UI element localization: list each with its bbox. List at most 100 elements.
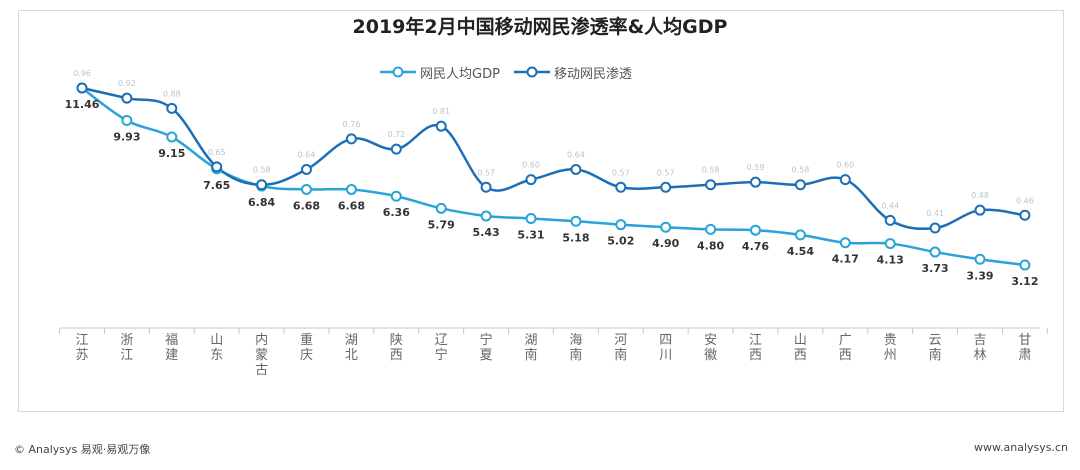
data-point-gdp <box>1019 259 1031 271</box>
x-tick-label: 湖北 <box>345 333 358 363</box>
data-point-gdp <box>345 183 357 195</box>
data-point-gdp <box>839 237 851 249</box>
data-point-gdp <box>525 213 537 225</box>
x-tick-label: 重庆 <box>300 332 313 363</box>
data-label-penetration: 0.65 <box>208 148 226 157</box>
data-point-gdp <box>166 131 178 143</box>
data-label-gdp: 4.90 <box>652 237 679 250</box>
x-tick-label: 陕西 <box>390 333 403 363</box>
x-tick-label: 云南 <box>929 333 942 363</box>
series-line-gdp <box>81 86 1026 267</box>
x-tick-label: 湖南 <box>524 333 537 363</box>
data-point-gdp <box>570 215 582 227</box>
data-label-penetration: 0.81 <box>432 107 450 116</box>
data-point-gdp <box>974 253 986 265</box>
data-label-gdp: 5.31 <box>517 229 544 242</box>
data-label-gdp: 4.54 <box>787 245 814 258</box>
x-tick-label: 福建 <box>165 333 178 363</box>
data-label-gdp: 4.17 <box>832 253 859 266</box>
legend-item-penetration: 移动网民渗透 <box>513 63 632 82</box>
data-point-penetration <box>839 174 851 186</box>
data-label-penetration: 0.60 <box>836 161 854 170</box>
data-point-penetration <box>929 222 941 234</box>
data-label-gdp: 9.15 <box>158 147 185 160</box>
data-label-gdp: 7.65 <box>203 179 230 192</box>
data-label-penetration: 0.57 <box>612 168 630 177</box>
data-label-gdp: 11.46 <box>65 98 100 111</box>
data-label-penetration: 0.88 <box>163 89 181 98</box>
legend-marker-gdp <box>380 66 416 78</box>
data-point-penetration <box>301 163 312 175</box>
data-point-gdp <box>794 229 806 241</box>
data-label-gdp: 5.79 <box>428 218 455 231</box>
x-tick-label: 江西 <box>749 333 762 363</box>
data-point-gdp <box>390 190 402 202</box>
data-point-gdp <box>750 224 761 236</box>
x-tick-label: 山西 <box>794 333 807 363</box>
data-point-gdp <box>435 202 447 214</box>
data-label-penetration: 0.72 <box>387 130 405 139</box>
data-label-penetration: 0.58 <box>791 166 809 175</box>
data-point-gdp <box>660 221 672 233</box>
data-label-penetration: 0.57 <box>657 168 675 177</box>
data-label-gdp: 5.43 <box>473 226 500 239</box>
data-label-gdp: 3.73 <box>922 262 949 275</box>
x-tick-label: 海南 <box>569 333 582 363</box>
x-tick-label: 甘肃 <box>1018 333 1031 363</box>
data-point-penetration <box>211 161 223 173</box>
data-point-penetration <box>750 176 761 188</box>
data-label-penetration: 0.58 <box>253 166 271 175</box>
data-point-gdp <box>615 219 627 231</box>
x-tick-label: 贵州 <box>884 333 897 363</box>
data-point-gdp <box>705 223 717 235</box>
x-tick-label: 江苏 <box>75 333 88 363</box>
data-label-penetration: 0.60 <box>522 161 540 170</box>
data-point-gdp <box>121 114 133 126</box>
legend-marker-penetration <box>513 66 550 78</box>
data-point-penetration <box>435 120 447 132</box>
data-point-penetration <box>525 174 537 186</box>
data-label-penetration: 0.48 <box>971 191 989 200</box>
data-label-penetration: 0.57 <box>477 168 495 177</box>
data-point-penetration <box>256 179 268 191</box>
data-label-gdp: 6.84 <box>248 196 275 209</box>
x-tick-label: 河南 <box>614 333 627 363</box>
data-point-penetration <box>166 102 178 114</box>
legend-label-gdp: 网民人均GDP <box>420 66 500 82</box>
chart-title: 2019年2月中国移动网民渗透率&人均GDP <box>352 16 728 38</box>
data-label-gdp: 3.12 <box>1011 275 1038 288</box>
data-point-penetration <box>76 82 88 94</box>
chart-frame <box>18 10 1064 412</box>
data-label-gdp: 3.39 <box>966 269 993 282</box>
x-tick-label: 浙江 <box>120 333 133 363</box>
footer-copyright: © Analysys 易观·易观万像 <box>14 443 151 456</box>
data-point-penetration <box>615 181 627 193</box>
data-point-penetration <box>1019 209 1031 221</box>
x-tick-label: 四川 <box>659 333 672 363</box>
data-label-penetration: 0.96 <box>73 69 91 78</box>
data-label-penetration: 0.44 <box>881 201 899 210</box>
data-point-penetration <box>974 204 986 216</box>
data-point-penetration <box>794 179 806 191</box>
data-point-gdp <box>480 210 492 222</box>
data-label-penetration: 0.41 <box>926 209 944 218</box>
x-tick-label: 吉林 <box>973 333 986 363</box>
data-label-gdp: 6.68 <box>338 199 365 212</box>
footer-url: www.analysys.cn <box>974 441 1068 454</box>
data-point-penetration <box>390 143 402 155</box>
x-tick-label: 辽宁 <box>435 333 448 363</box>
data-label-penetration: 0.59 <box>747 163 765 172</box>
data-point-gdp <box>929 246 941 258</box>
data-label-penetration: 0.92 <box>118 79 136 88</box>
data-label-gdp: 9.93 <box>113 130 140 143</box>
data-label-penetration: 0.64 <box>298 150 316 159</box>
data-point-gdp <box>301 183 312 195</box>
data-label-penetration: 0.46 <box>1016 196 1034 205</box>
data-point-penetration <box>660 181 672 193</box>
x-tick-label: 安徽 <box>704 333 717 363</box>
x-tick-label: 广西 <box>839 333 852 363</box>
data-point-penetration <box>121 92 133 104</box>
data-point-penetration <box>480 181 492 193</box>
data-label-gdp: 4.76 <box>742 240 769 253</box>
